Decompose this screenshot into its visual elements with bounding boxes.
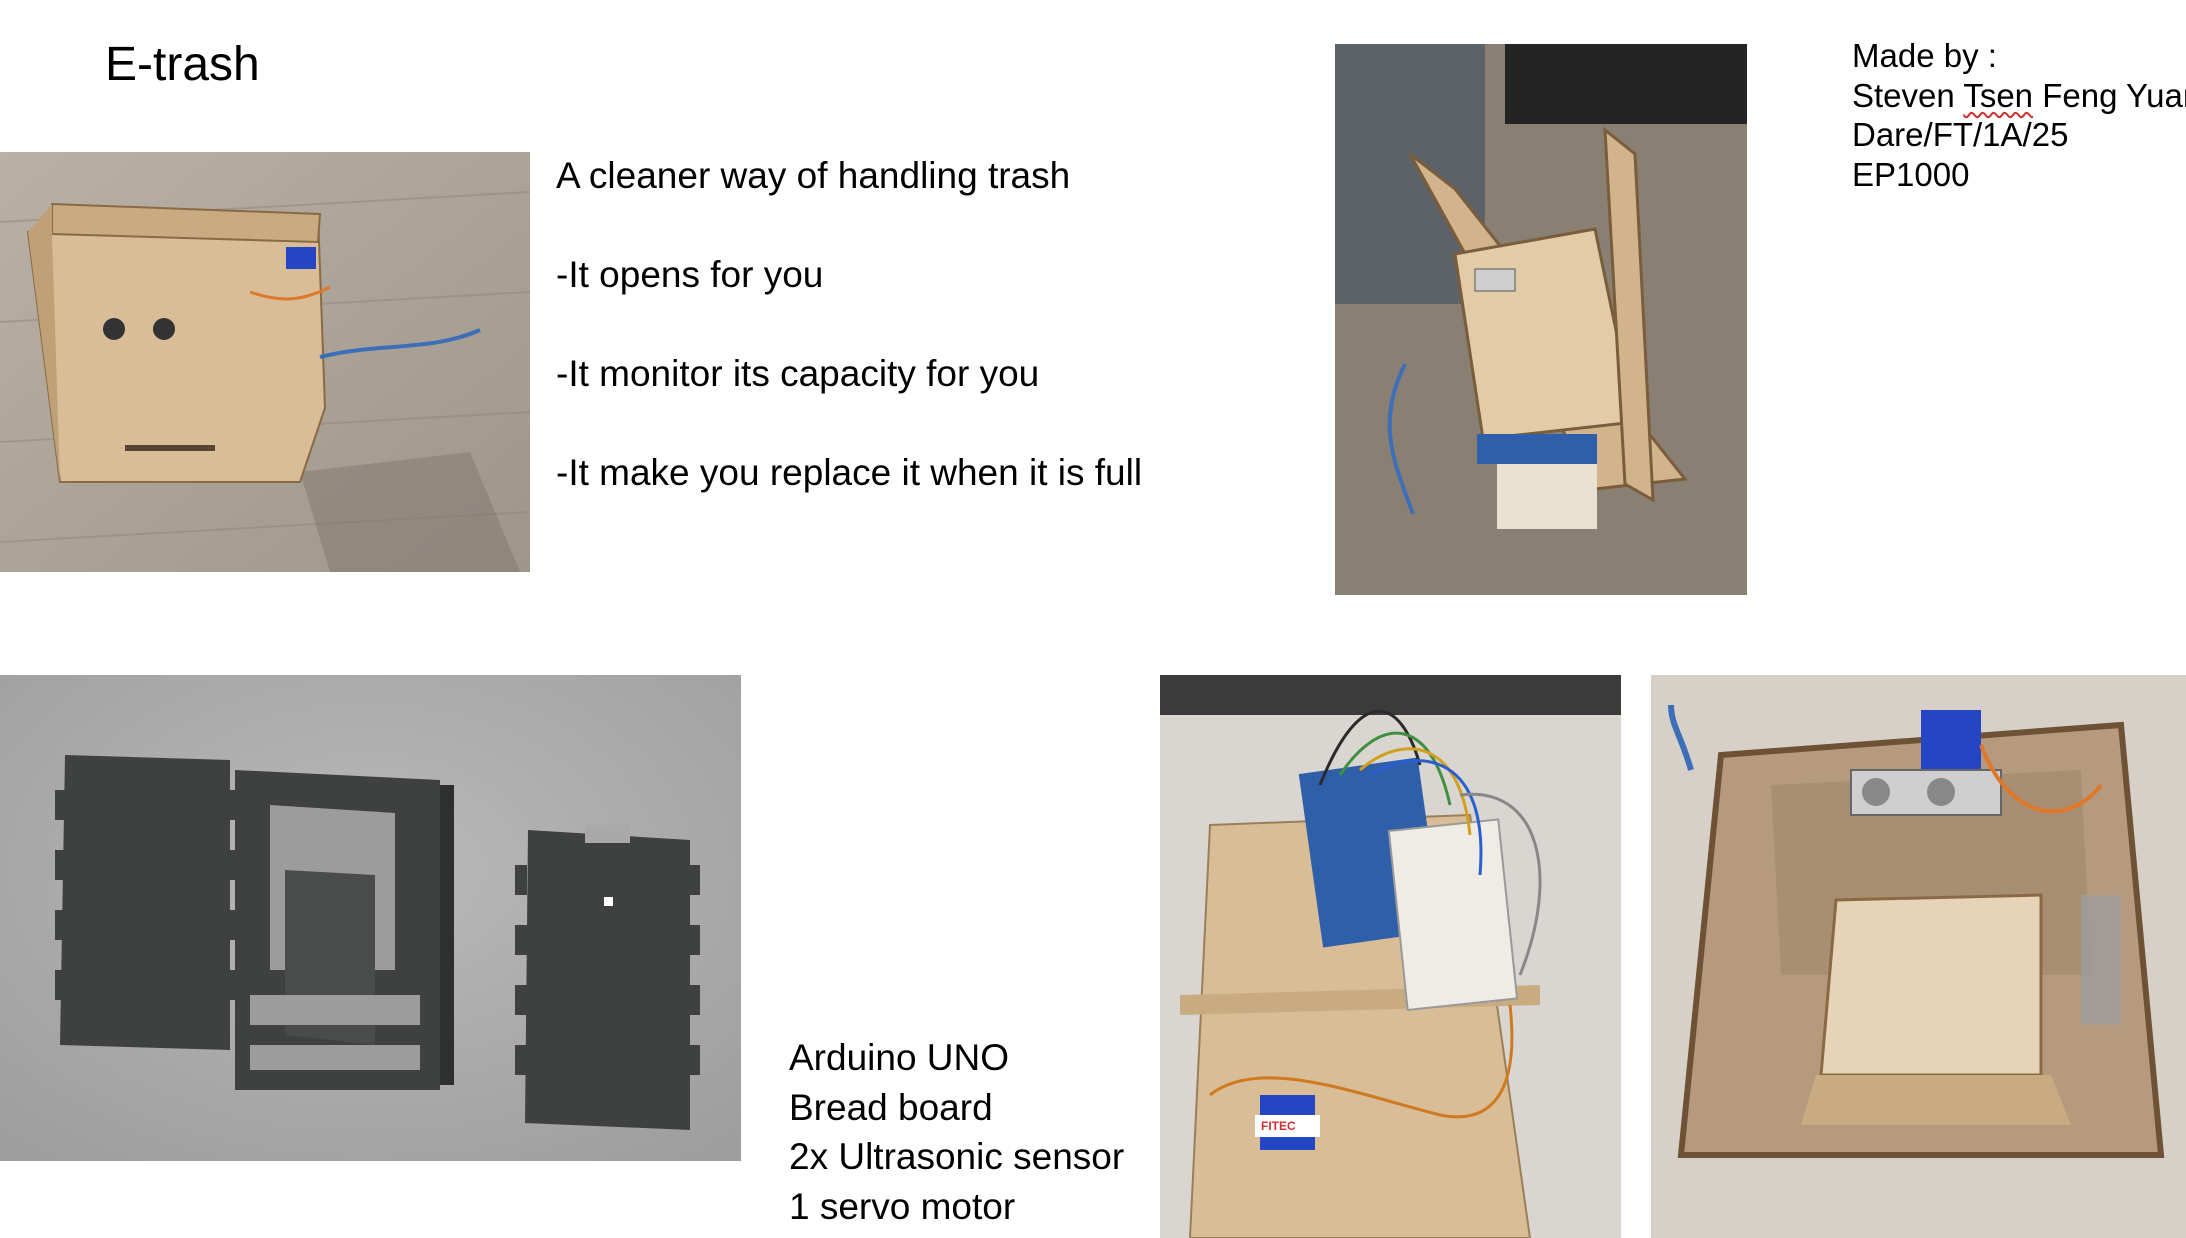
component-item: Arduino UNO <box>789 1037 1010 1078</box>
feature-headline: A cleaner way of handling trash <box>556 155 1071 196</box>
page-title: E-trash <box>105 38 260 91</box>
spellcheck-flagged-word: Tsen <box>1963 76 2034 114</box>
components-list: Arduino UNO Bread board 2x Ultrasonic se… <box>789 1033 1124 1231</box>
servo-brand-label: FITEC <box>1261 1119 1296 1133</box>
component-item: 1 servo motor <box>789 1185 1016 1227</box>
photo-electronics-wiring: FITEC <box>1160 675 1621 1238</box>
credits-block: Made by : Steven Tsen Feng Yuan Dare/FT/… <box>1852 36 2186 194</box>
feature-item: -It opens for you <box>556 254 824 295</box>
author-name: Steven Tsen Feng Yuan <box>1852 76 2186 114</box>
photo-box-interior <box>1651 675 2186 1238</box>
component-item: Bread board <box>789 1086 993 1128</box>
component-item: 2x Ultrasonic sensor <box>789 1136 1125 1177</box>
photo-open-box <box>1335 44 1747 595</box>
module-code: EP1000 <box>1852 155 1970 193</box>
cad-render-exploded <box>0 675 741 1161</box>
photo-finished-box <box>0 152 530 572</box>
feature-item: -It make you replace it when it is full <box>556 452 1143 493</box>
feature-list: A cleaner way of handling trash -It open… <box>556 155 1142 551</box>
class-code: Dare/FT/1A/25 <box>1852 116 2069 153</box>
credits-label: Made by : <box>1852 37 1997 74</box>
feature-item: -It monitor its capacity for you <box>556 353 1040 394</box>
